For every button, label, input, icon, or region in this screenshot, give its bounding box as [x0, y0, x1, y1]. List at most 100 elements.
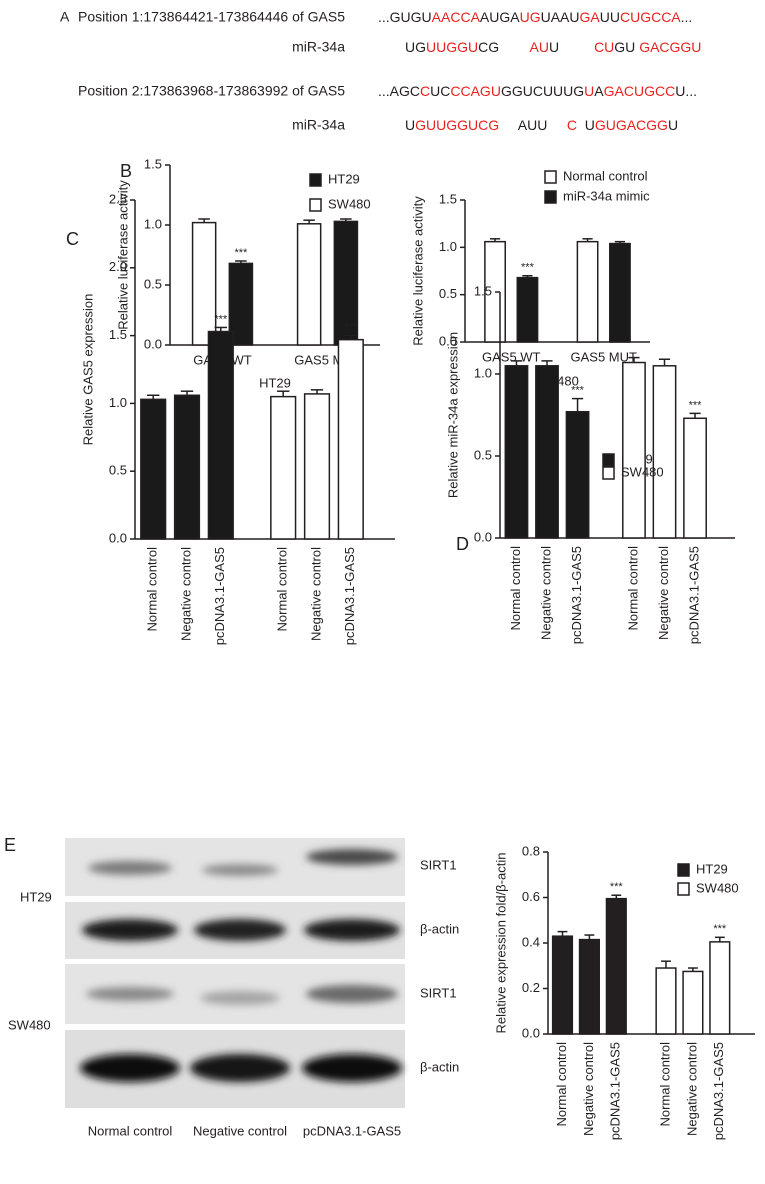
y-axis-label: Relative miR-34a expression [445, 332, 460, 498]
band [306, 985, 398, 1003]
sequence-segment: CG [478, 39, 529, 55]
legend-swatch [602, 453, 615, 467]
sequence: ...AGCCUCCCAGUGGUCUUUGUAGACUGCCU... [378, 83, 697, 99]
x-tick-label: pcDNA3.1-GAS5 [212, 547, 227, 645]
y-axis-label: Relative luciferase activity [115, 180, 130, 330]
sequence-segment: C [420, 83, 430, 99]
y-tick-label: 0.0 [144, 336, 162, 351]
x-tick-label: Normal control [145, 547, 160, 632]
sequence-segment: U... [675, 83, 697, 99]
y-tick-label: 1.5 [439, 191, 457, 206]
panel-label: A [60, 9, 70, 25]
x-tick-label: Normal control [508, 546, 523, 631]
y-tick-label: 0.6 [522, 889, 540, 904]
band [306, 849, 398, 865]
y-tick-label: 1.5 [109, 327, 127, 342]
sequence-segment: GA [580, 9, 601, 25]
position-label: Position 1:173864421-173864446 of GAS5 [78, 9, 345, 25]
band [200, 991, 280, 1005]
bar [191, 221, 217, 346]
bar [173, 394, 201, 540]
y-axis-label: Relative expression fold/β-actin [493, 853, 508, 1034]
y-tick-label: 0.5 [474, 447, 492, 462]
lane-label: Normal control [88, 1123, 173, 1138]
legend-label: SW480 [621, 464, 664, 479]
y-tick-label: 0.8 [522, 843, 540, 858]
significance: *** [689, 399, 703, 411]
sequence-segment: UAAU [541, 9, 580, 25]
x-tick-label: Negative control [178, 547, 193, 641]
mirna-label: miR-34a [292, 39, 345, 55]
x-tick-label: Negative control [308, 547, 323, 641]
y-tick-label: 0.0 [522, 1025, 540, 1040]
sequence: ...GUGUAACCAAUGAUGUAAUGAUUCUGCCA... [378, 9, 692, 25]
x-tick-label: pcDNA3.1-GAS5 [686, 546, 701, 644]
y-tick-label: 2.0 [109, 259, 127, 274]
band-label: β-actin [420, 1059, 459, 1074]
legend-label: HT29 [328, 171, 360, 186]
sequence-segment: U [668, 117, 678, 133]
x-tick-label: pcDNA3.1-GAS5 [569, 546, 584, 644]
bar [535, 365, 559, 539]
band [80, 1054, 180, 1082]
bar [609, 242, 631, 343]
bar [576, 240, 599, 343]
bar [605, 897, 627, 1035]
significance: *** [571, 385, 585, 397]
cell-line-label: HT29 [20, 889, 52, 904]
bar [578, 938, 600, 1035]
sequence-segment: GUUGGUCG [415, 117, 499, 133]
bar [140, 398, 167, 540]
y-tick-label: 0.0 [474, 529, 492, 544]
y-tick-label: 0.5 [439, 286, 457, 301]
position-label: Position 2:173863968-173863992 of GAS5 [78, 83, 345, 99]
sequence: UGUUGGUCG AUU CUGU GACGGU [405, 39, 701, 55]
sequence-segment: AU [529, 39, 548, 55]
y-axis-label: Relative luciferase activity [410, 196, 425, 346]
y-tick-label: 1.0 [109, 395, 127, 410]
bar [516, 276, 539, 343]
x-tick-label: Negative control [684, 1042, 699, 1136]
y-tick-label: 0.5 [144, 276, 162, 291]
bands [80, 849, 402, 1082]
sequence-segment: AUU [499, 117, 567, 133]
legend-label: HT29 [696, 861, 728, 876]
y-tick-label: 2.5 [109, 191, 127, 206]
y-tick-label: 0.4 [522, 934, 540, 949]
band [302, 1054, 402, 1082]
sequence-segment: CUGCCA [620, 9, 681, 25]
bar [652, 365, 677, 539]
x-tick-label: GAS5 WT [482, 349, 541, 364]
significance: *** [344, 322, 358, 334]
sequence-segment: CU [594, 39, 614, 55]
legend-swatch [309, 173, 322, 187]
band [202, 864, 278, 876]
panel-label: C [66, 229, 79, 249]
significance: *** [610, 881, 624, 893]
sequence-segment: ... [681, 9, 693, 25]
sequence-segment: C [567, 117, 577, 133]
x-tick-label: pcDNA3.1-GAS5 [711, 1042, 726, 1140]
sequence-segment: ...AGC [378, 83, 420, 99]
cell-line-label: SW480 [8, 1017, 51, 1032]
band [86, 987, 174, 1001]
x-tick-label: Normal control [554, 1042, 569, 1127]
legend-swatch [544, 190, 557, 204]
bar [682, 970, 704, 1035]
sequence-segment: GUGACGG [595, 117, 668, 133]
sequence-segment: UG [520, 9, 541, 25]
sequence-segment: UUGGU [426, 39, 478, 55]
bar [296, 223, 322, 346]
x-tick-label: pcDNA3.1-GAS5 [608, 1042, 623, 1140]
western-blot: E SIRT1 β-actin SIRT1 β-actin HT29 SW480… [4, 835, 459, 1139]
bar [551, 935, 574, 1035]
y-tick-label: 1.5 [144, 156, 162, 171]
y-tick-label: 0.0 [439, 333, 457, 348]
lane-label: pcDNA3.1-GAS5 [303, 1123, 401, 1138]
bar [655, 967, 677, 1035]
panel-label: E [4, 835, 16, 855]
lane-label: Negative control [193, 1123, 287, 1138]
band [194, 919, 286, 941]
legend-swatch [602, 466, 615, 480]
